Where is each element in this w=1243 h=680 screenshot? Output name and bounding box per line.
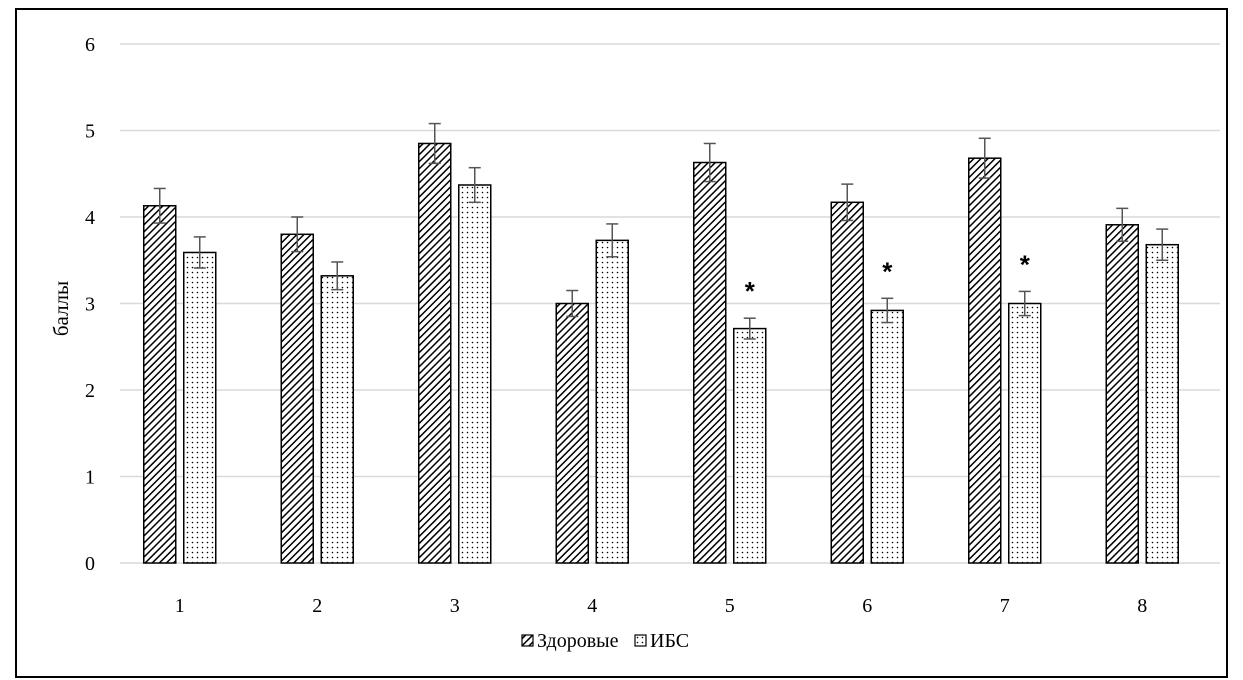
legend-label: Здоровые <box>537 630 619 652</box>
bar <box>280 233 314 564</box>
x-tick-label: 4 <box>587 595 597 617</box>
significance-mark: * <box>1020 249 1031 279</box>
bar <box>320 275 354 564</box>
x-tick-label: 1 <box>175 595 185 617</box>
y-tick-label: 2 <box>85 380 95 402</box>
x-tick-label: 5 <box>725 595 735 617</box>
y-tick-label: 6 <box>85 34 95 56</box>
legend: Здоровые ИБС <box>521 630 689 652</box>
bar <box>595 239 629 564</box>
x-tick-label: 3 <box>450 595 460 617</box>
bar <box>830 201 864 564</box>
bars: * * * <box>143 122 1179 564</box>
y-axis-label: баллы <box>49 281 73 336</box>
x-tick-label: 8 <box>1137 595 1147 617</box>
x-tick-labels: 1 2 3 4 5 6 7 8 <box>175 595 1148 617</box>
y-tick-labels: 0 1 2 3 4 5 6 <box>85 34 95 575</box>
bar <box>968 157 1002 564</box>
x-tick-label: 7 <box>1000 595 1010 617</box>
bar <box>418 142 452 564</box>
legend-swatch <box>634 634 647 647</box>
x-tick-label: 6 <box>862 595 872 617</box>
significance-mark: * <box>882 256 893 286</box>
y-tick-label: 4 <box>85 207 95 229</box>
x-tick-label: 2 <box>312 595 322 617</box>
y-tick-label: 3 <box>85 294 95 316</box>
significance-mark: * <box>745 276 756 306</box>
bar <box>1105 224 1139 564</box>
bar <box>733 327 767 564</box>
y-tick-label: 0 <box>85 553 95 575</box>
y-tick-label: 5 <box>85 121 95 143</box>
bar <box>693 161 727 564</box>
bar <box>555 302 589 564</box>
y-tick-label: 1 <box>85 467 95 489</box>
legend-swatch <box>521 634 534 647</box>
bar <box>458 184 492 564</box>
bar <box>1008 302 1042 564</box>
legend-label: ИБС <box>650 630 689 652</box>
bar <box>1145 243 1179 564</box>
bar <box>183 251 217 564</box>
bar <box>143 205 177 564</box>
bar <box>870 309 904 564</box>
